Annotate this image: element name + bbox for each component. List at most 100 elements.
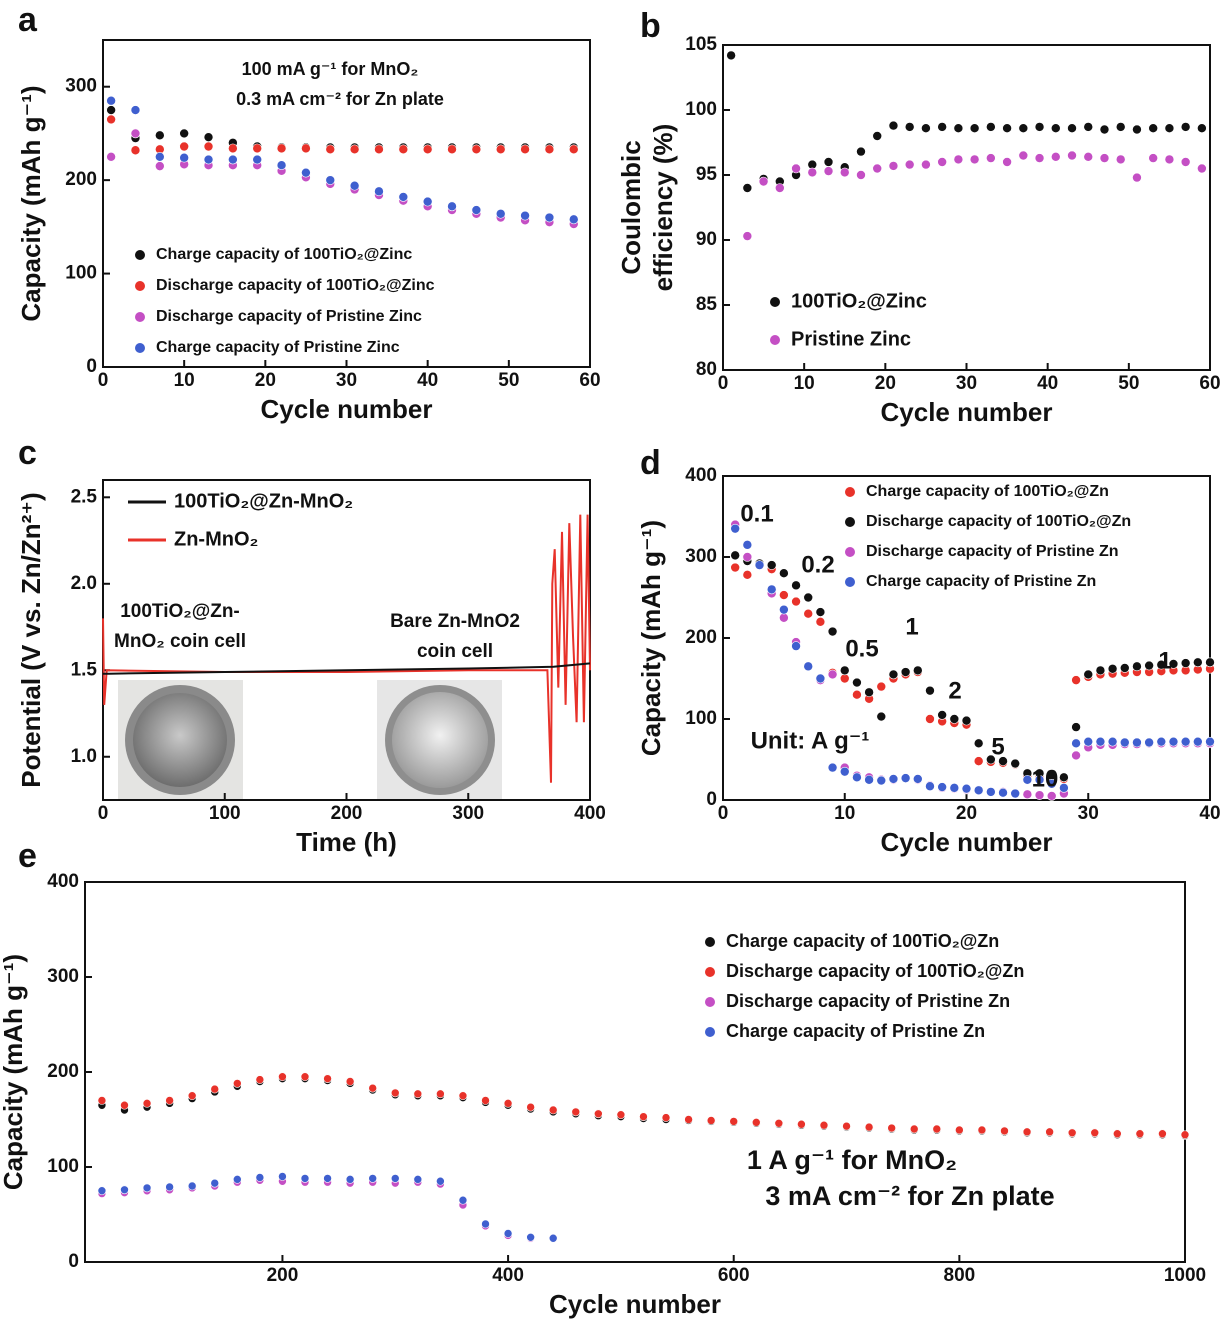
y-axis-title: Coulombic — [616, 140, 646, 274]
data-point — [1045, 1127, 1054, 1137]
data-point — [986, 122, 996, 132]
data-point — [742, 552, 753, 562]
y-axis-title: efficiency (%) — [648, 124, 678, 292]
data-point — [106, 105, 116, 115]
data-point — [1107, 663, 1118, 674]
data-point — [888, 120, 899, 131]
data-point — [729, 1117, 739, 1126]
data-point — [616, 1110, 626, 1120]
data-point — [1180, 736, 1191, 747]
panel-label: a — [18, 1, 38, 39]
x-tick-label: 10 — [794, 373, 815, 394]
y-axis-title: Capacity (mAh g⁻¹) — [16, 85, 46, 321]
annotation: 3 mA cm⁻² for Zn plate — [765, 1181, 1054, 1211]
data-point — [1180, 122, 1191, 132]
data-point — [827, 626, 838, 637]
y-tick-label: 1.0 — [71, 746, 97, 767]
data-point — [779, 590, 789, 600]
data-point — [276, 143, 287, 154]
data-point — [165, 1096, 174, 1105]
legend-label: Pristine Zinc — [791, 328, 911, 350]
legend-label: Charge capacity of 100TiO₂@Zn — [866, 483, 1109, 500]
x-tick-label: 30 — [1078, 803, 1099, 824]
data-point — [815, 616, 826, 627]
data-point — [481, 1219, 490, 1229]
plot-frame — [722, 44, 1211, 371]
data-point — [390, 1088, 400, 1098]
legend-label: Charge capacity of Pristine Zn — [726, 1021, 985, 1041]
annotation: 10 — [1032, 765, 1059, 792]
data-point — [1034, 790, 1045, 800]
data-point — [436, 1176, 445, 1186]
data-point — [233, 1175, 242, 1184]
legend-swatch — [845, 517, 855, 527]
data-point — [1059, 783, 1069, 793]
annotation: 0.1 — [740, 500, 773, 527]
data-point — [1135, 1129, 1145, 1139]
data-point — [1164, 154, 1175, 165]
annotation: 1 — [905, 613, 918, 640]
data-point — [921, 159, 931, 170]
x-tick-label: 50 — [498, 370, 519, 391]
x-tick-label: 30 — [336, 370, 357, 391]
data-point — [661, 1113, 671, 1122]
data-point — [1156, 659, 1167, 670]
data-point — [481, 1096, 490, 1105]
data-point — [1050, 152, 1061, 162]
data-point — [155, 130, 165, 141]
data-point — [758, 176, 769, 187]
data-point — [876, 681, 887, 692]
x-tick-label: 300 — [452, 803, 484, 824]
data-point — [155, 151, 165, 162]
data-point — [1144, 737, 1154, 748]
data-point — [864, 1122, 874, 1132]
legend-swatch — [135, 312, 145, 322]
data-point — [730, 523, 740, 534]
data-point — [639, 1112, 648, 1121]
data-point — [1197, 123, 1207, 133]
data-point — [932, 1124, 942, 1134]
y-tick-label: 90 — [696, 229, 717, 250]
data-point — [120, 1100, 129, 1110]
data-point — [390, 1174, 400, 1183]
legend-label: 100TiO₂@Zn-MnO₂ — [174, 490, 353, 512]
y-tick-label: 300 — [65, 76, 97, 97]
data-point — [977, 1125, 987, 1135]
data-point — [1119, 737, 1130, 748]
data-point — [953, 123, 964, 133]
data-point — [742, 231, 753, 241]
data-point — [742, 540, 753, 550]
data-point — [1034, 774, 1045, 785]
data-point — [1090, 1128, 1100, 1138]
x-tick-label: 200 — [267, 1265, 299, 1286]
data-point — [1158, 1129, 1167, 1139]
y-tick-label: 2.5 — [71, 486, 98, 507]
legend-swatch — [705, 1027, 715, 1037]
data-point — [1205, 736, 1215, 747]
data-point — [471, 205, 482, 215]
data-point — [228, 143, 238, 154]
x-tick-label: 40 — [1199, 803, 1220, 824]
x-tick-label: 0 — [98, 370, 109, 391]
data-point — [1018, 150, 1029, 161]
legend-swatch — [770, 335, 780, 345]
data-point — [742, 183, 753, 193]
data-point — [233, 1079, 242, 1088]
y-tick-label: 0 — [706, 789, 717, 810]
data-point — [1034, 153, 1045, 163]
x-tick-label: 60 — [1199, 373, 1220, 394]
data-point — [458, 1195, 468, 1205]
y-tick-label: 100 — [685, 708, 717, 729]
annotation: 1 — [1158, 647, 1171, 674]
panel: d 0 100 200 300 400 0 10 20 30 40 Cycle number Capac… — [636, 444, 1221, 857]
data-point — [827, 669, 838, 680]
x-tick-label: 30 — [956, 373, 977, 394]
annotation: MnO₂ coin cell — [114, 631, 246, 652]
data-point — [1046, 778, 1057, 789]
legend-label: Charge capacity of Pristine Zn — [866, 573, 1096, 590]
x-tick-label: 200 — [331, 803, 363, 824]
data-point — [1010, 758, 1021, 769]
data-point — [368, 1174, 377, 1183]
data-point — [503, 1229, 513, 1238]
x-axis-title: Cycle number — [549, 1289, 721, 1319]
